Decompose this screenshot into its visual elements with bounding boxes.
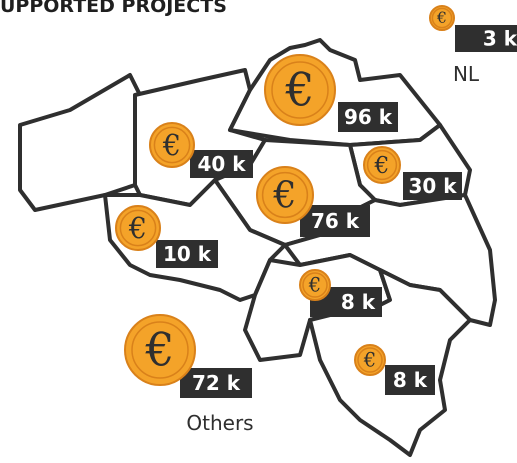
euro-sign: € [145, 324, 175, 377]
euro-sign: € [436, 9, 447, 27]
marker: €8 k [354, 344, 435, 395]
coin [264, 54, 336, 126]
value-label: 72 k [192, 371, 241, 395]
label-box [403, 172, 462, 200]
value-label: 76 k [311, 209, 360, 233]
value-label: 96 k [344, 105, 393, 129]
label-box [156, 240, 218, 268]
coin-rim [357, 347, 383, 373]
coin-rim [153, 126, 191, 164]
marker: €76 k [256, 166, 370, 237]
value-label: 40 k [197, 152, 246, 176]
euro-sign: € [128, 211, 147, 245]
label-box [300, 205, 370, 237]
label-box [455, 25, 517, 52]
coin-rim [271, 61, 329, 119]
label-box [385, 365, 435, 395]
coin-rim [261, 171, 309, 219]
marker: €40 k [149, 122, 253, 178]
marker: €96 k [264, 54, 398, 132]
label-box [190, 150, 253, 178]
euro-sign: € [374, 151, 390, 179]
value-label: 3 k [483, 27, 517, 51]
label-box [180, 368, 252, 398]
coin [115, 205, 161, 251]
euro-sign: € [363, 349, 376, 372]
coin [149, 122, 195, 168]
label-box [338, 102, 398, 132]
marker: €30 k [363, 146, 462, 200]
value-label: 8 k [393, 368, 428, 392]
euro-sign: € [162, 128, 181, 162]
coin-rim [366, 149, 398, 181]
coin-rim [431, 7, 453, 29]
marker: €10 k [115, 205, 218, 268]
value-label: 10 k [163, 242, 212, 266]
value-label: 30 k [408, 174, 457, 198]
value-label: 8 k [341, 290, 376, 314]
coin [354, 344, 386, 376]
coin [299, 269, 331, 301]
coin [124, 314, 196, 386]
euro-sign: € [285, 64, 315, 117]
coin-rim [131, 321, 189, 379]
euro-sign: € [272, 174, 296, 217]
coin [429, 5, 455, 31]
coin [256, 166, 314, 224]
euro-sign: € [308, 274, 321, 297]
coin-rim [119, 209, 157, 247]
marker: €72 k Others [124, 314, 254, 435]
marker: €8 k [299, 269, 382, 317]
marker: €3 kNL [429, 5, 517, 86]
coin-rim [302, 272, 328, 298]
caption: NL [453, 62, 480, 86]
coin [363, 146, 401, 184]
title: UPPORTED PROJECTS [0, 0, 227, 17]
region [18, 73, 142, 212]
caption: Others [186, 411, 253, 435]
